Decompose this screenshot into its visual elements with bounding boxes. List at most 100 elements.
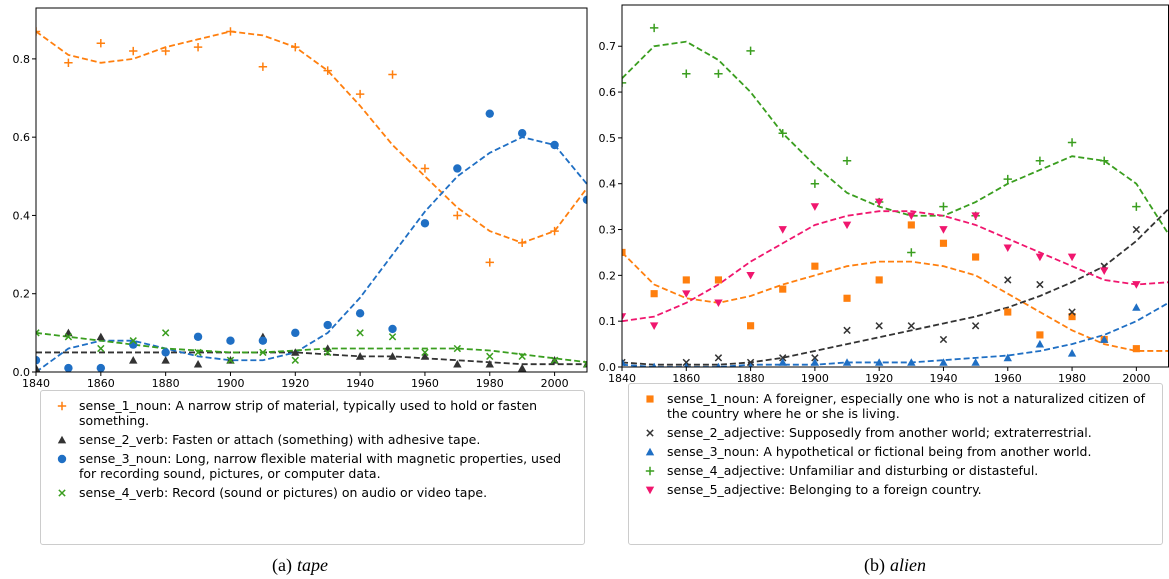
legend-item: sense_3_noun: Long, narrow flexible mate… xyxy=(49,451,576,481)
point xyxy=(875,322,883,330)
legend-label: sense_2_adjective: Supposedly from anoth… xyxy=(667,425,1092,440)
point xyxy=(939,202,948,211)
point xyxy=(194,348,202,357)
legend-marker xyxy=(58,489,66,497)
point xyxy=(550,140,559,150)
point xyxy=(226,27,235,36)
point xyxy=(810,358,820,366)
legend-label: sense_4_verb: Record (sound or pictures)… xyxy=(79,485,488,500)
point xyxy=(1132,202,1141,211)
point xyxy=(324,348,332,357)
point xyxy=(811,262,819,270)
y-tick-label: 0.5 xyxy=(599,132,617,145)
legend-marker xyxy=(645,447,655,456)
point xyxy=(714,299,723,308)
point xyxy=(291,356,299,364)
point xyxy=(421,348,429,357)
point xyxy=(682,69,691,78)
point xyxy=(645,466,655,476)
point xyxy=(291,328,300,338)
point xyxy=(1100,335,1109,343)
y-tick-label: 0.4 xyxy=(599,178,617,191)
caption-word: tape xyxy=(297,555,328,575)
y-tick-label: 0.6 xyxy=(599,86,617,99)
point xyxy=(842,358,852,366)
point xyxy=(1068,313,1076,321)
legend-label: sense_1_noun: A foreigner, especially on… xyxy=(667,391,1146,421)
axes-frame xyxy=(35,7,588,373)
point xyxy=(550,356,559,364)
x-tick-label: 1860 xyxy=(87,377,115,390)
trend-line xyxy=(36,351,587,366)
point xyxy=(1132,303,1141,311)
caption-label: (b) xyxy=(864,555,885,576)
point xyxy=(64,58,73,67)
point xyxy=(453,344,462,353)
point xyxy=(810,203,820,211)
point xyxy=(388,324,397,334)
y-tick-label: 0.1 xyxy=(599,315,617,328)
point xyxy=(518,352,526,361)
legend: sense_1_noun: A narrow strip of material… xyxy=(40,390,585,545)
point xyxy=(682,276,690,284)
trend-line xyxy=(622,302,1169,367)
legend-marker xyxy=(646,395,654,403)
point xyxy=(874,358,884,366)
point xyxy=(748,362,753,367)
point xyxy=(420,352,430,360)
point xyxy=(746,271,755,280)
point xyxy=(193,359,203,368)
trend-line xyxy=(36,331,587,364)
legend-marker xyxy=(57,401,67,411)
point xyxy=(646,395,654,403)
point xyxy=(258,336,268,345)
point xyxy=(971,212,980,220)
point xyxy=(972,253,980,261)
y-tick-label: 0.7 xyxy=(599,40,617,53)
point xyxy=(388,70,397,79)
point xyxy=(36,329,40,337)
point xyxy=(651,362,657,367)
plot-area: 1840 1860 1880 1900 1920 1940 1960 1980 2000 0.0 0… xyxy=(13,7,588,390)
trend-line xyxy=(622,210,1169,323)
point xyxy=(645,486,655,495)
point xyxy=(36,356,41,365)
point xyxy=(129,356,138,364)
point xyxy=(1067,138,1077,147)
point xyxy=(875,276,883,284)
point xyxy=(420,219,430,228)
point xyxy=(778,358,787,366)
point xyxy=(583,360,587,368)
point xyxy=(1003,244,1012,253)
point xyxy=(1004,308,1012,316)
point xyxy=(907,358,916,366)
point xyxy=(779,354,787,362)
trend-line xyxy=(622,40,1169,235)
point xyxy=(486,352,494,361)
point xyxy=(939,335,948,344)
point xyxy=(356,329,364,337)
caption-label: (a) xyxy=(272,555,292,576)
x-tick-label: 1860 xyxy=(672,372,700,385)
point xyxy=(226,356,235,364)
point xyxy=(649,322,659,330)
point xyxy=(57,435,67,444)
point xyxy=(682,290,691,298)
point xyxy=(517,238,527,248)
point xyxy=(161,356,170,364)
legend-label: sense_5_adjective: Belonging to a foreig… xyxy=(667,482,982,497)
legend-item: sense_1_noun: A narrow strip of material… xyxy=(49,398,576,428)
point xyxy=(1035,156,1045,165)
legend-label: sense_1_noun: A narrow strip of material… xyxy=(79,398,538,428)
point xyxy=(193,332,203,341)
point xyxy=(96,363,106,372)
point xyxy=(129,337,137,345)
x-tick-label: 2000 xyxy=(541,377,569,390)
point xyxy=(355,352,365,360)
point xyxy=(57,401,67,411)
plot-area: 1840 1860 1880 1900 1920 1940 1960 1980 2000 0.0 0… xyxy=(599,4,1169,385)
point xyxy=(1100,267,1109,275)
point xyxy=(226,336,235,345)
point xyxy=(649,23,659,33)
